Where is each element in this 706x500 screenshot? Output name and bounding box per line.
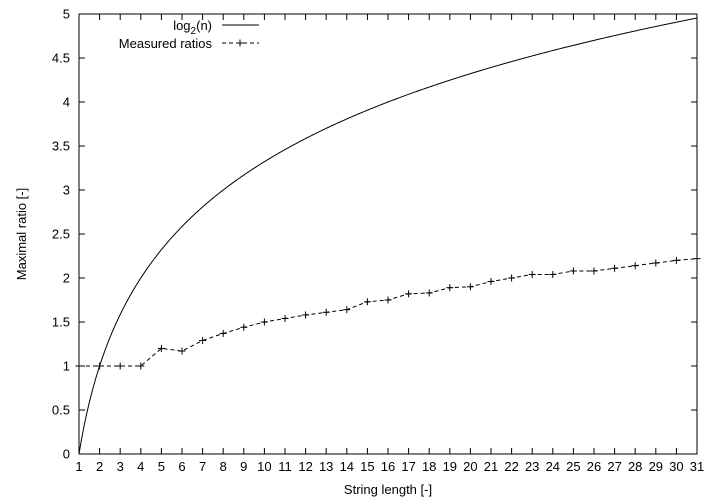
y-axis-ticks: 0 0.5 1 1.5 2 2.5 3 3.5 4 4.5 5 — [52, 7, 697, 462]
data-point-marker — [693, 255, 701, 263]
data-point-marker — [116, 362, 124, 370]
legend-marker-measured — [236, 39, 244, 47]
y-tick-label: 2.5 — [52, 227, 70, 242]
x-tick-label: 25 — [566, 459, 580, 474]
data-point-marker — [260, 318, 268, 326]
data-point-marker — [672, 256, 680, 264]
x-tick-label: 2 — [96, 459, 103, 474]
y-tick-label: 3.5 — [52, 139, 70, 154]
x-tick-label: 8 — [220, 459, 227, 474]
data-point-marker — [487, 278, 495, 286]
data-point-marker — [446, 284, 454, 292]
x-tick-label: 31 — [690, 459, 704, 474]
data-point-marker — [199, 336, 207, 344]
x-tick-label: 5 — [158, 459, 165, 474]
y-tick-label: 0 — [63, 447, 70, 462]
y-tick-label: 5 — [63, 7, 70, 22]
legend-label-log2-argument: (n) — [196, 18, 212, 33]
data-point-marker — [343, 306, 351, 314]
data-point-marker — [240, 323, 248, 331]
x-tick-label: 1 — [75, 459, 82, 474]
legend-label-measured: Measured ratios — [119, 36, 213, 51]
data-point-marker — [219, 329, 227, 337]
y-tick-label: 0.5 — [52, 403, 70, 418]
x-tick-label: 15 — [360, 459, 374, 474]
x-tick-label: 21 — [484, 459, 498, 474]
x-tick-label: 16 — [381, 459, 395, 474]
x-tick-label: 4 — [137, 459, 144, 474]
x-tick-label: 14 — [340, 459, 354, 474]
y-tick-label: 3 — [63, 183, 70, 198]
x-tick-label: 7 — [199, 459, 206, 474]
y-tick-label: 1 — [63, 359, 70, 374]
x-axis-ticks: 1 2 3 4 5 6 7 8 9 10 11 12 13 14 15 16 17 18 19 20 21 22 23 24 2… — [75, 14, 704, 474]
x-tick-label: 3 — [117, 459, 124, 474]
x-tick-label: 12 — [298, 459, 312, 474]
legend-label-log2: log2(n) — [173, 18, 212, 37]
x-axis-title: String length [-] — [344, 482, 432, 497]
series-line-measured — [79, 258, 698, 367]
x-tick-label: 27 — [607, 459, 621, 474]
x-tick-label: 6 — [178, 459, 185, 474]
x-tick-label: 23 — [525, 459, 539, 474]
data-point-marker — [384, 296, 392, 304]
data-point-marker — [569, 267, 577, 275]
x-tick-label: 28 — [628, 459, 642, 474]
x-tick-label: 11 — [278, 459, 292, 474]
y-tick-label: 2 — [63, 271, 70, 286]
x-tick-label: 22 — [504, 459, 518, 474]
data-point-marker — [137, 362, 145, 370]
data-point-marker — [157, 344, 165, 352]
x-tick-label: 26 — [587, 459, 601, 474]
legend: log2(n) Measured ratios — [119, 18, 259, 51]
data-point-marker — [363, 298, 371, 306]
x-tick-label: 18 — [422, 459, 436, 474]
x-tick-label: 30 — [669, 459, 683, 474]
data-point-marker — [528, 270, 536, 278]
y-tick-label: 4.5 — [52, 51, 70, 66]
legend-label-log2-subscript: 2 — [191, 26, 197, 37]
series-layer — [75, 17, 701, 455]
x-tick-label: 29 — [649, 459, 663, 474]
y-tick-label: 1.5 — [52, 315, 70, 330]
x-tick-label: 9 — [240, 459, 247, 474]
x-tick-label: 24 — [546, 459, 560, 474]
x-tick-label: 17 — [401, 459, 415, 474]
data-point-marker — [549, 270, 557, 278]
data-point-marker — [425, 289, 433, 297]
series-line-log2 — [78, 17, 698, 455]
data-point-marker — [302, 311, 310, 319]
data-point-marker — [611, 264, 619, 272]
x-tick-label: 20 — [463, 459, 477, 474]
data-point-marker — [652, 259, 660, 267]
data-point-marker — [631, 262, 639, 270]
data-point-marker — [590, 267, 598, 275]
data-point-marker — [508, 274, 516, 282]
y-axis-title: Maximal ratio [-] — [14, 188, 29, 280]
plot-frame — [78, 13, 698, 455]
data-point-marker — [405, 290, 413, 298]
data-point-marker — [466, 283, 474, 291]
data-point-marker — [96, 362, 104, 370]
data-point-marker — [281, 314, 289, 322]
x-tick-label: 10 — [257, 459, 271, 474]
data-point-marker — [322, 308, 330, 316]
data-point-marker — [178, 347, 186, 355]
y-tick-label: 4 — [63, 95, 70, 110]
x-tick-label: 19 — [443, 459, 457, 474]
x-tick-label: 13 — [319, 459, 333, 474]
data-point-marker — [75, 362, 83, 370]
